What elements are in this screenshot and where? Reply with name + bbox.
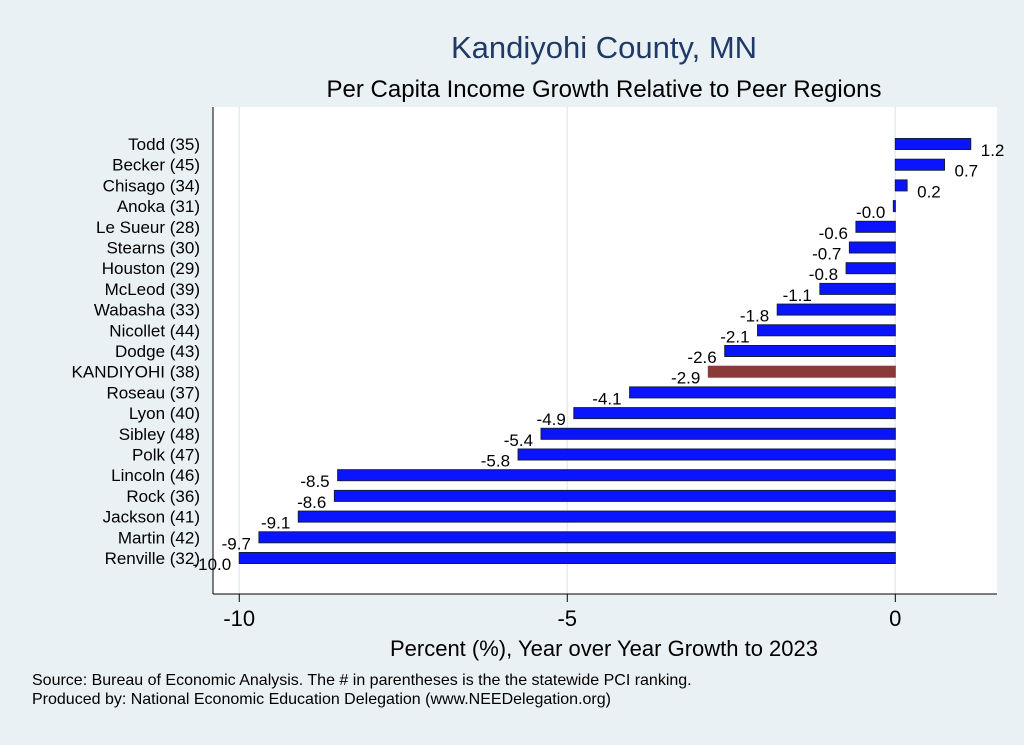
x-tick-label-1: -5 (557, 606, 577, 631)
bar-2 (894, 179, 908, 192)
bar-20 (238, 552, 896, 564)
bar-17 (333, 489, 896, 502)
bar-7 (819, 282, 896, 295)
value-label-14: -5.4 (504, 431, 533, 450)
bar-4 (855, 220, 896, 233)
value-label-20: -10.0 (192, 555, 231, 574)
bar-5 (848, 241, 896, 254)
bar-13 (573, 407, 896, 420)
category-label-4: Le Sueur (28) (96, 218, 200, 237)
value-label-5: -0.7 (812, 245, 841, 264)
x-tick-label-0: -10 (223, 606, 255, 631)
category-label-19: Martin (42) (118, 528, 200, 547)
category-label-7: McLeod (39) (105, 280, 200, 299)
chart-subtitle: Per Capita Income Growth Relative to Pee… (327, 76, 882, 103)
category-labels-group: Todd (35) Becker (45)Chisago (34) Anoka (3… (72, 135, 200, 568)
value-label-1: 0.7 (955, 162, 979, 181)
value-label-2: 0.2 (917, 182, 941, 201)
x-axis: -10 -5 0 (212, 107, 997, 631)
x-tick-label-2: 0 (889, 606, 901, 631)
category-label-2: Chisago (34) (103, 176, 200, 195)
category-label-17: Rock (36) (126, 487, 200, 506)
category-label-13: Lyon (40) (129, 404, 200, 423)
category-label-1: Becker (45) (112, 156, 200, 175)
bar-15 (517, 448, 896, 461)
bar-14 (540, 427, 896, 440)
value-label-16: -8.5 (300, 472, 329, 491)
value-label-18: -9.1 (261, 514, 290, 533)
category-label-5: Stearns (30) (106, 239, 200, 258)
value-label-17: -8.6 (297, 493, 326, 512)
bar-10 (724, 345, 896, 357)
bar-16 (337, 469, 896, 482)
value-label-8: -1.8 (740, 307, 769, 326)
category-label-14: Sibley (48) (119, 425, 200, 444)
value-label-12: -4.1 (592, 389, 621, 408)
category-label-9: Nicollet (44) (109, 321, 200, 340)
x-axis-label: Percent (%), Year over Year Growth to 20… (390, 636, 818, 661)
category-label-11: KANDIYOHI (38) (72, 363, 200, 382)
bars-group (238, 138, 972, 564)
bar-9 (757, 324, 896, 337)
bar-6 (845, 262, 896, 275)
category-label-20: Renville (32) (105, 549, 200, 568)
value-label-0: 1.2 (981, 141, 1005, 160)
category-label-18: Jackson (41) (103, 508, 200, 527)
bar-1 (894, 158, 946, 171)
producer-note: Produced by: National Economic Education… (32, 691, 611, 708)
value-label-4: -0.6 (819, 224, 848, 243)
category-label-16: Lincoln (46) (111, 466, 200, 485)
value-label-13: -4.9 (537, 410, 566, 429)
category-label-12: Roseau (37) (106, 383, 200, 402)
bar-19 (258, 531, 896, 544)
category-label-10: Dodge (43) (115, 342, 200, 361)
value-label-6: -0.8 (809, 265, 838, 284)
value-label-11: -2.9 (671, 369, 700, 388)
value-label-3: -0.0 (856, 203, 885, 222)
chart-title: Kandiyohi County, MN (451, 30, 757, 65)
category-label-15: Polk (47) (132, 446, 200, 465)
bar-3 (892, 200, 896, 213)
category-label-8: Wabasha (33) (94, 301, 200, 320)
value-label-19: -9.7 (222, 534, 251, 553)
bar-12 (629, 386, 896, 399)
bar-8 (776, 303, 896, 316)
bar-0 (894, 138, 972, 150)
category-label-0: Todd (35) (128, 135, 200, 154)
category-label-3: Anoka (31) (117, 197, 200, 216)
value-labels-group: 1.20.70.2-0.0-0.6-0.7-0.8-1.1-1.8-2.1-2.… (192, 141, 1004, 574)
value-label-9: -2.1 (720, 327, 749, 346)
category-label-6: Houston (29) (102, 259, 200, 278)
value-label-15: -5.8 (481, 452, 510, 471)
value-label-7: -1.1 (783, 286, 812, 305)
bar-11 (707, 365, 896, 378)
source-note: Source: Bureau of Economic Analysis. The… (32, 672, 692, 689)
value-label-10: -2.6 (687, 348, 716, 367)
bar-18 (297, 510, 896, 523)
